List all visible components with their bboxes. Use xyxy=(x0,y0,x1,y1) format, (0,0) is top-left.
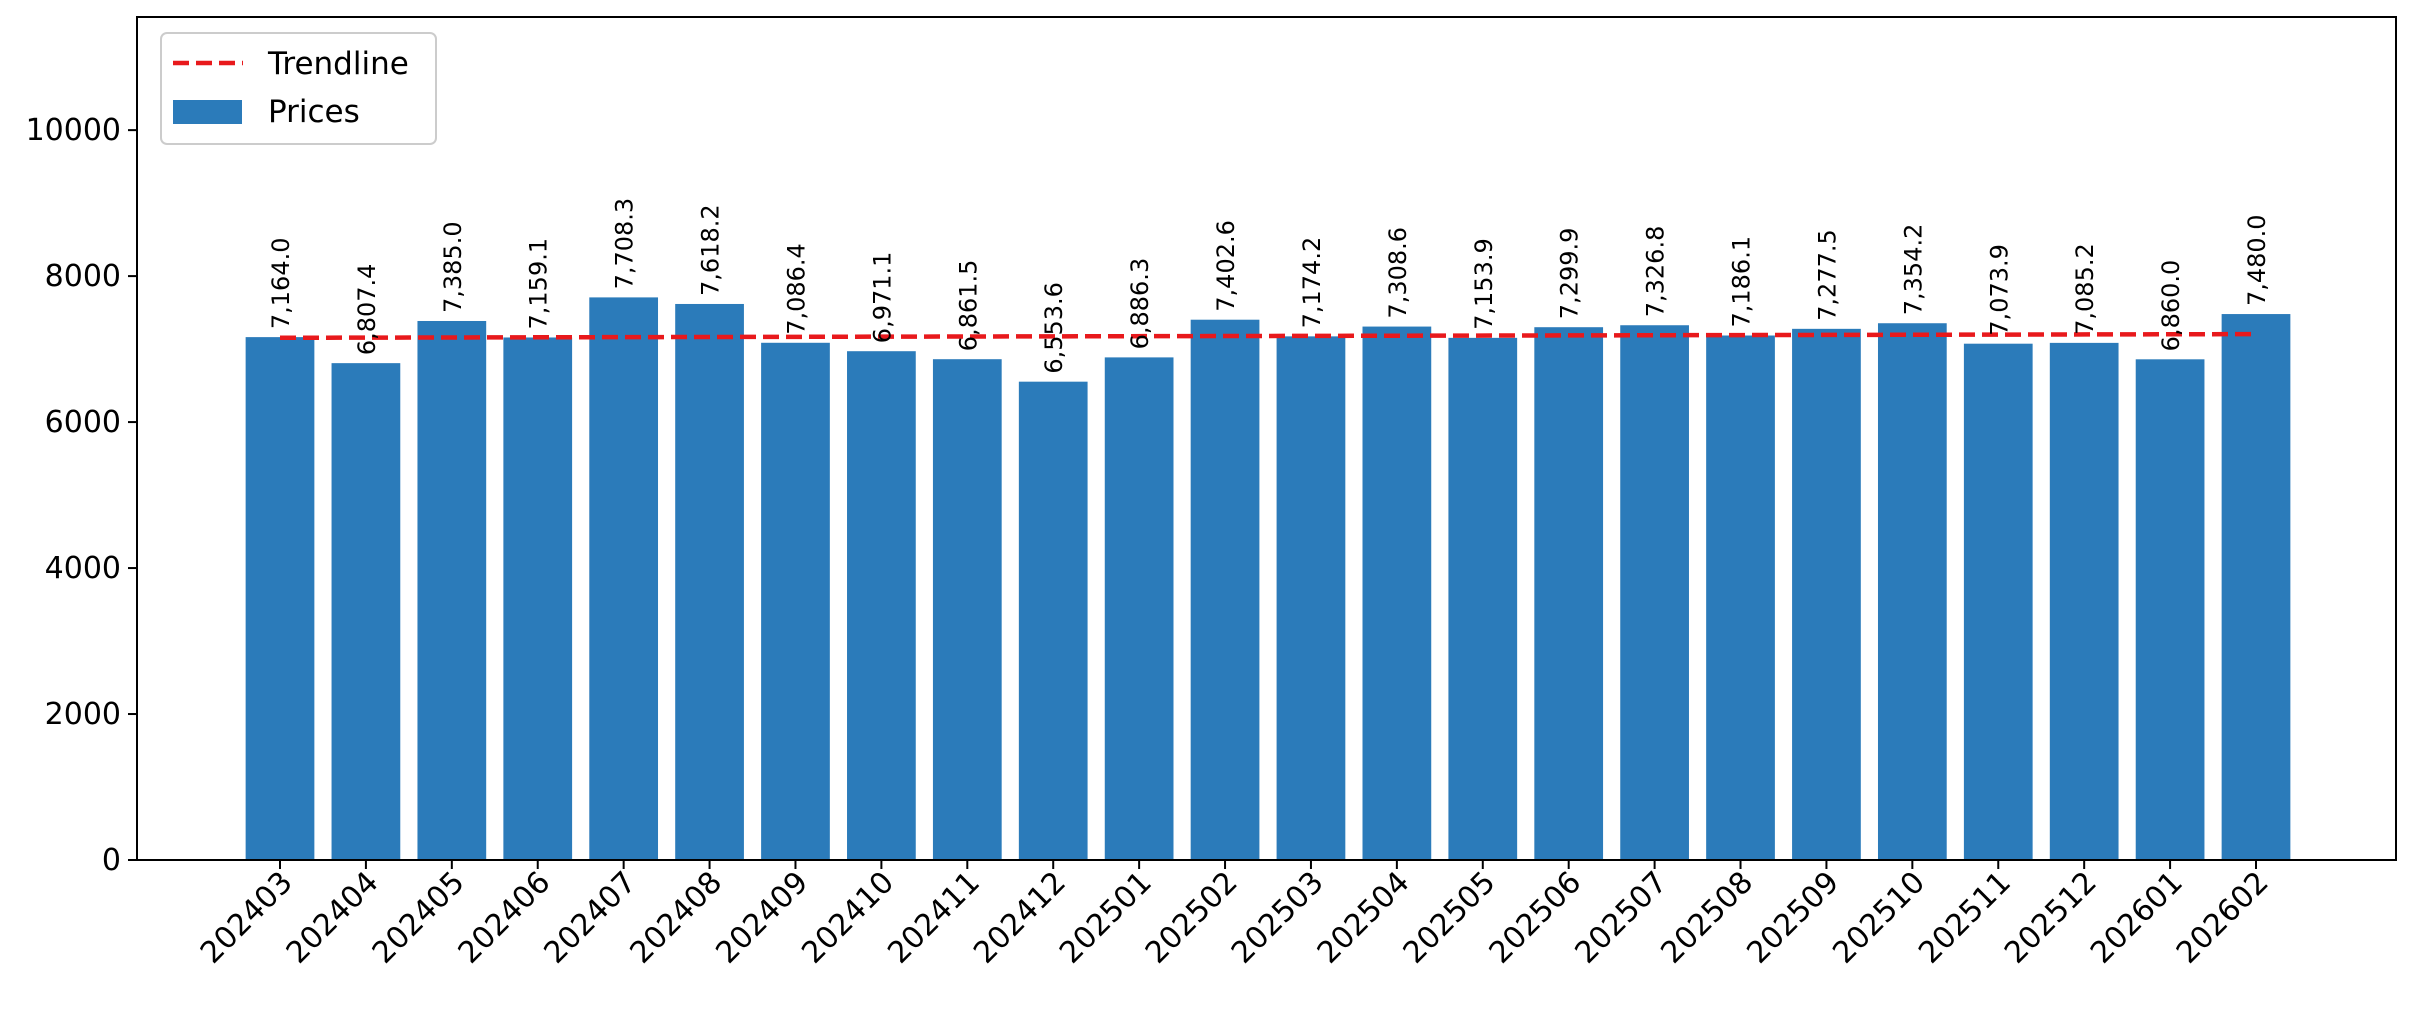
trendline-group xyxy=(279,331,2257,341)
x-tick-label: 202507 xyxy=(1569,865,1675,971)
data-label-202505: 7,153.9 xyxy=(1470,238,1498,330)
x-tick-label: 202511 xyxy=(1912,865,2018,971)
bar-202404 xyxy=(331,363,401,860)
y-tick-label: 0 xyxy=(102,843,121,878)
bar-202411 xyxy=(932,359,1002,860)
bar-202501 xyxy=(1104,357,1174,860)
x-tick-label: 202505 xyxy=(1397,865,1503,971)
data-label-202602: 7,480.0 xyxy=(2243,214,2271,306)
bar-202410 xyxy=(847,351,916,860)
legend-prices-swatch xyxy=(173,100,242,124)
y-tick-label: 10000 xyxy=(26,113,121,148)
data-label-202405: 7,385.0 xyxy=(439,221,467,313)
data-label-202509: 7,277.5 xyxy=(1813,229,1841,321)
bar-202511 xyxy=(1963,343,2033,861)
x-tick-label: 202411 xyxy=(881,865,987,971)
bar-202506 xyxy=(1534,327,1604,860)
plot-frame xyxy=(136,16,2397,861)
bar-202512 xyxy=(2049,342,2119,860)
data-labels-group: 7,164.0 6,807.4 7,385.0 7,159.1 7,708.3 7,618… xyxy=(267,198,2271,374)
bar-202405 xyxy=(417,320,487,860)
bar-202505 xyxy=(1448,337,1518,860)
data-label-202408: 7,618.2 xyxy=(697,204,725,296)
x-tick-label: 202405 xyxy=(366,865,472,971)
bar-202403 xyxy=(245,337,315,860)
data-label-202506: 7,299.9 xyxy=(1556,228,1584,320)
x-tick-label: 202404 xyxy=(280,865,386,971)
x-tick-label: 202508 xyxy=(1654,865,1760,971)
x-tick-label: 202412 xyxy=(967,865,1073,971)
y-tick-label: 4000 xyxy=(45,551,121,586)
x-tick-label: 202503 xyxy=(1225,865,1331,971)
data-label-202501: 6,886.3 xyxy=(1126,258,1154,350)
x-tick-label: 202409 xyxy=(709,865,815,971)
x-tick-label: 202501 xyxy=(1053,865,1159,971)
bar-202601 xyxy=(2135,359,2205,860)
bar-202406 xyxy=(503,337,573,861)
x-tick-label: 202602 xyxy=(2170,865,2276,971)
trendline xyxy=(279,331,2257,341)
y-axis: 0 2000 4000 6000 8000 10000 xyxy=(26,113,137,878)
x-tick-label: 202406 xyxy=(452,865,558,971)
data-label-202508: 7,186.1 xyxy=(1728,236,1756,328)
data-label-202504: 7,308.6 xyxy=(1384,227,1412,319)
x-tick-label: 202506 xyxy=(1483,865,1589,971)
bar-202509 xyxy=(1792,328,1861,860)
x-tick-label: 202512 xyxy=(1998,865,2104,971)
x-tick-label: 202601 xyxy=(2084,865,2190,971)
x-tick-label: 202407 xyxy=(538,865,644,971)
x-tick-label: 202510 xyxy=(1826,865,1932,971)
bar-202504 xyxy=(1362,326,1432,860)
data-label-202407: 7,708.3 xyxy=(611,198,639,290)
data-label-202507: 7,326.8 xyxy=(1642,226,1670,318)
data-label-202411: 6,861.5 xyxy=(954,260,982,352)
data-label-202503: 7,174.2 xyxy=(1298,237,1326,329)
bar-202508 xyxy=(1706,335,1775,860)
data-label-202511: 7,073.9 xyxy=(1985,244,2013,336)
data-label-202403: 7,164.0 xyxy=(267,238,295,330)
x-tick-label: 202403 xyxy=(194,865,300,971)
bar-202503 xyxy=(1276,336,1346,860)
legend: Trendline Prices xyxy=(160,32,437,145)
bar-202407 xyxy=(589,297,659,861)
legend-label-prices: Prices xyxy=(268,94,360,130)
bar-202412 xyxy=(1018,381,1088,860)
bar-202507 xyxy=(1620,325,1689,860)
bar-202409 xyxy=(761,342,830,861)
bar-202602 xyxy=(2221,314,2291,860)
data-label-202406: 7,159.1 xyxy=(525,238,553,330)
data-label-202510: 7,354.2 xyxy=(1899,224,1927,316)
bar-202408 xyxy=(675,303,744,860)
data-label-202502: 7,402.6 xyxy=(1212,220,1240,312)
x-tick-label: 202504 xyxy=(1311,865,1417,971)
data-label-202601: 6,860.0 xyxy=(2157,260,2185,352)
y-tick-label: 2000 xyxy=(45,697,121,732)
data-label-202412: 6,553.6 xyxy=(1040,282,1068,374)
legend-label-trendline: Trendline xyxy=(267,46,409,82)
y-tick-label: 8000 xyxy=(45,259,121,294)
data-label-202409: 7,086.4 xyxy=(782,243,810,335)
bar-202502 xyxy=(1190,319,1260,861)
data-label-202512: 7,085.2 xyxy=(2071,243,2099,335)
x-tick-label: 202408 xyxy=(623,865,729,971)
x-tick-label: 202410 xyxy=(795,865,901,971)
y-tick-label: 6000 xyxy=(45,405,121,440)
x-tick-label: 202502 xyxy=(1139,865,1245,971)
data-label-202410: 6,971.1 xyxy=(868,252,896,344)
bars-group xyxy=(245,297,2291,861)
x-axis: 2024032024042024052024062024072024082024… xyxy=(194,860,2276,971)
bar-202510 xyxy=(1877,323,1947,861)
data-label-202404: 6,807.4 xyxy=(353,264,381,356)
x-tick-label: 202509 xyxy=(1740,865,1846,971)
